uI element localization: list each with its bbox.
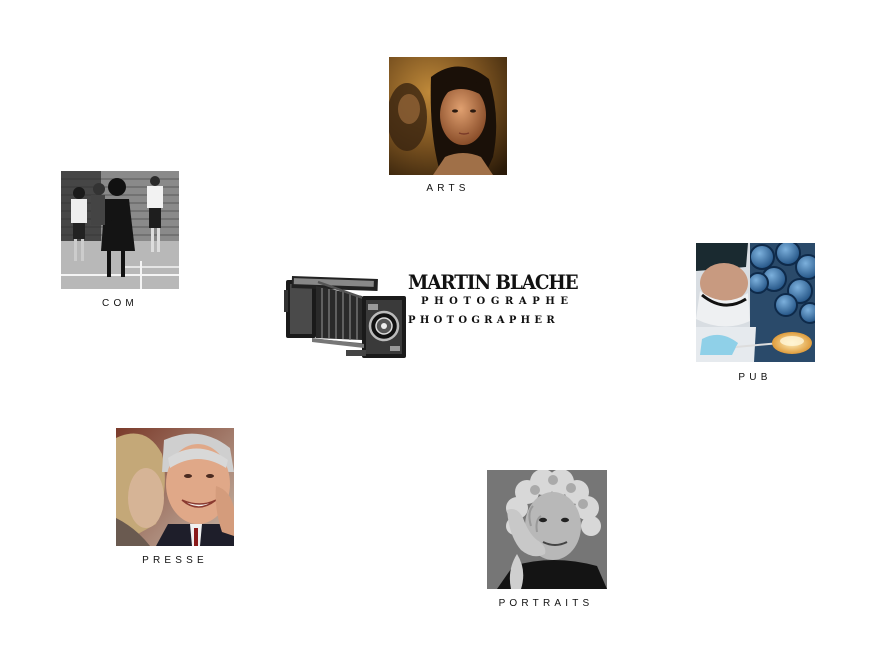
brand-subtitle-fr: PHOTOGRAPHE — [421, 296, 574, 307]
pub-label[interactable]: PUB — [738, 372, 772, 383]
com-label[interactable]: COM — [102, 298, 138, 309]
brand-subtitle-en: PHOTOGRAPHER — [408, 315, 559, 326]
portraits-photo[interactable] — [487, 470, 607, 589]
brand-logo[interactable]: MARTIN BLACHE PHOTOGRAPHE PHOTOGRAPHER — [282, 268, 600, 362]
vintage-folding-camera-icon — [284, 276, 406, 358]
com-photo[interactable] — [61, 171, 179, 289]
arts-label[interactable]: ARTS — [426, 183, 470, 194]
portraits-link[interactable]: PORTRAITS — [487, 470, 607, 610]
presse-photo[interactable] — [116, 428, 234, 546]
portraits-label[interactable]: PORTRAITS — [498, 598, 594, 609]
brand-name: MARTIN BLACHE — [408, 270, 579, 294]
arts-photo[interactable] — [389, 57, 507, 175]
presse-label[interactable]: PRESSE — [142, 555, 208, 566]
arts-link[interactable]: ARTS — [389, 57, 507, 197]
com-link[interactable]: COM — [61, 171, 179, 311]
presse-link[interactable]: PRESSE — [116, 428, 234, 568]
pub-link[interactable]: PUB — [696, 243, 815, 383]
pub-photo[interactable] — [696, 243, 815, 362]
